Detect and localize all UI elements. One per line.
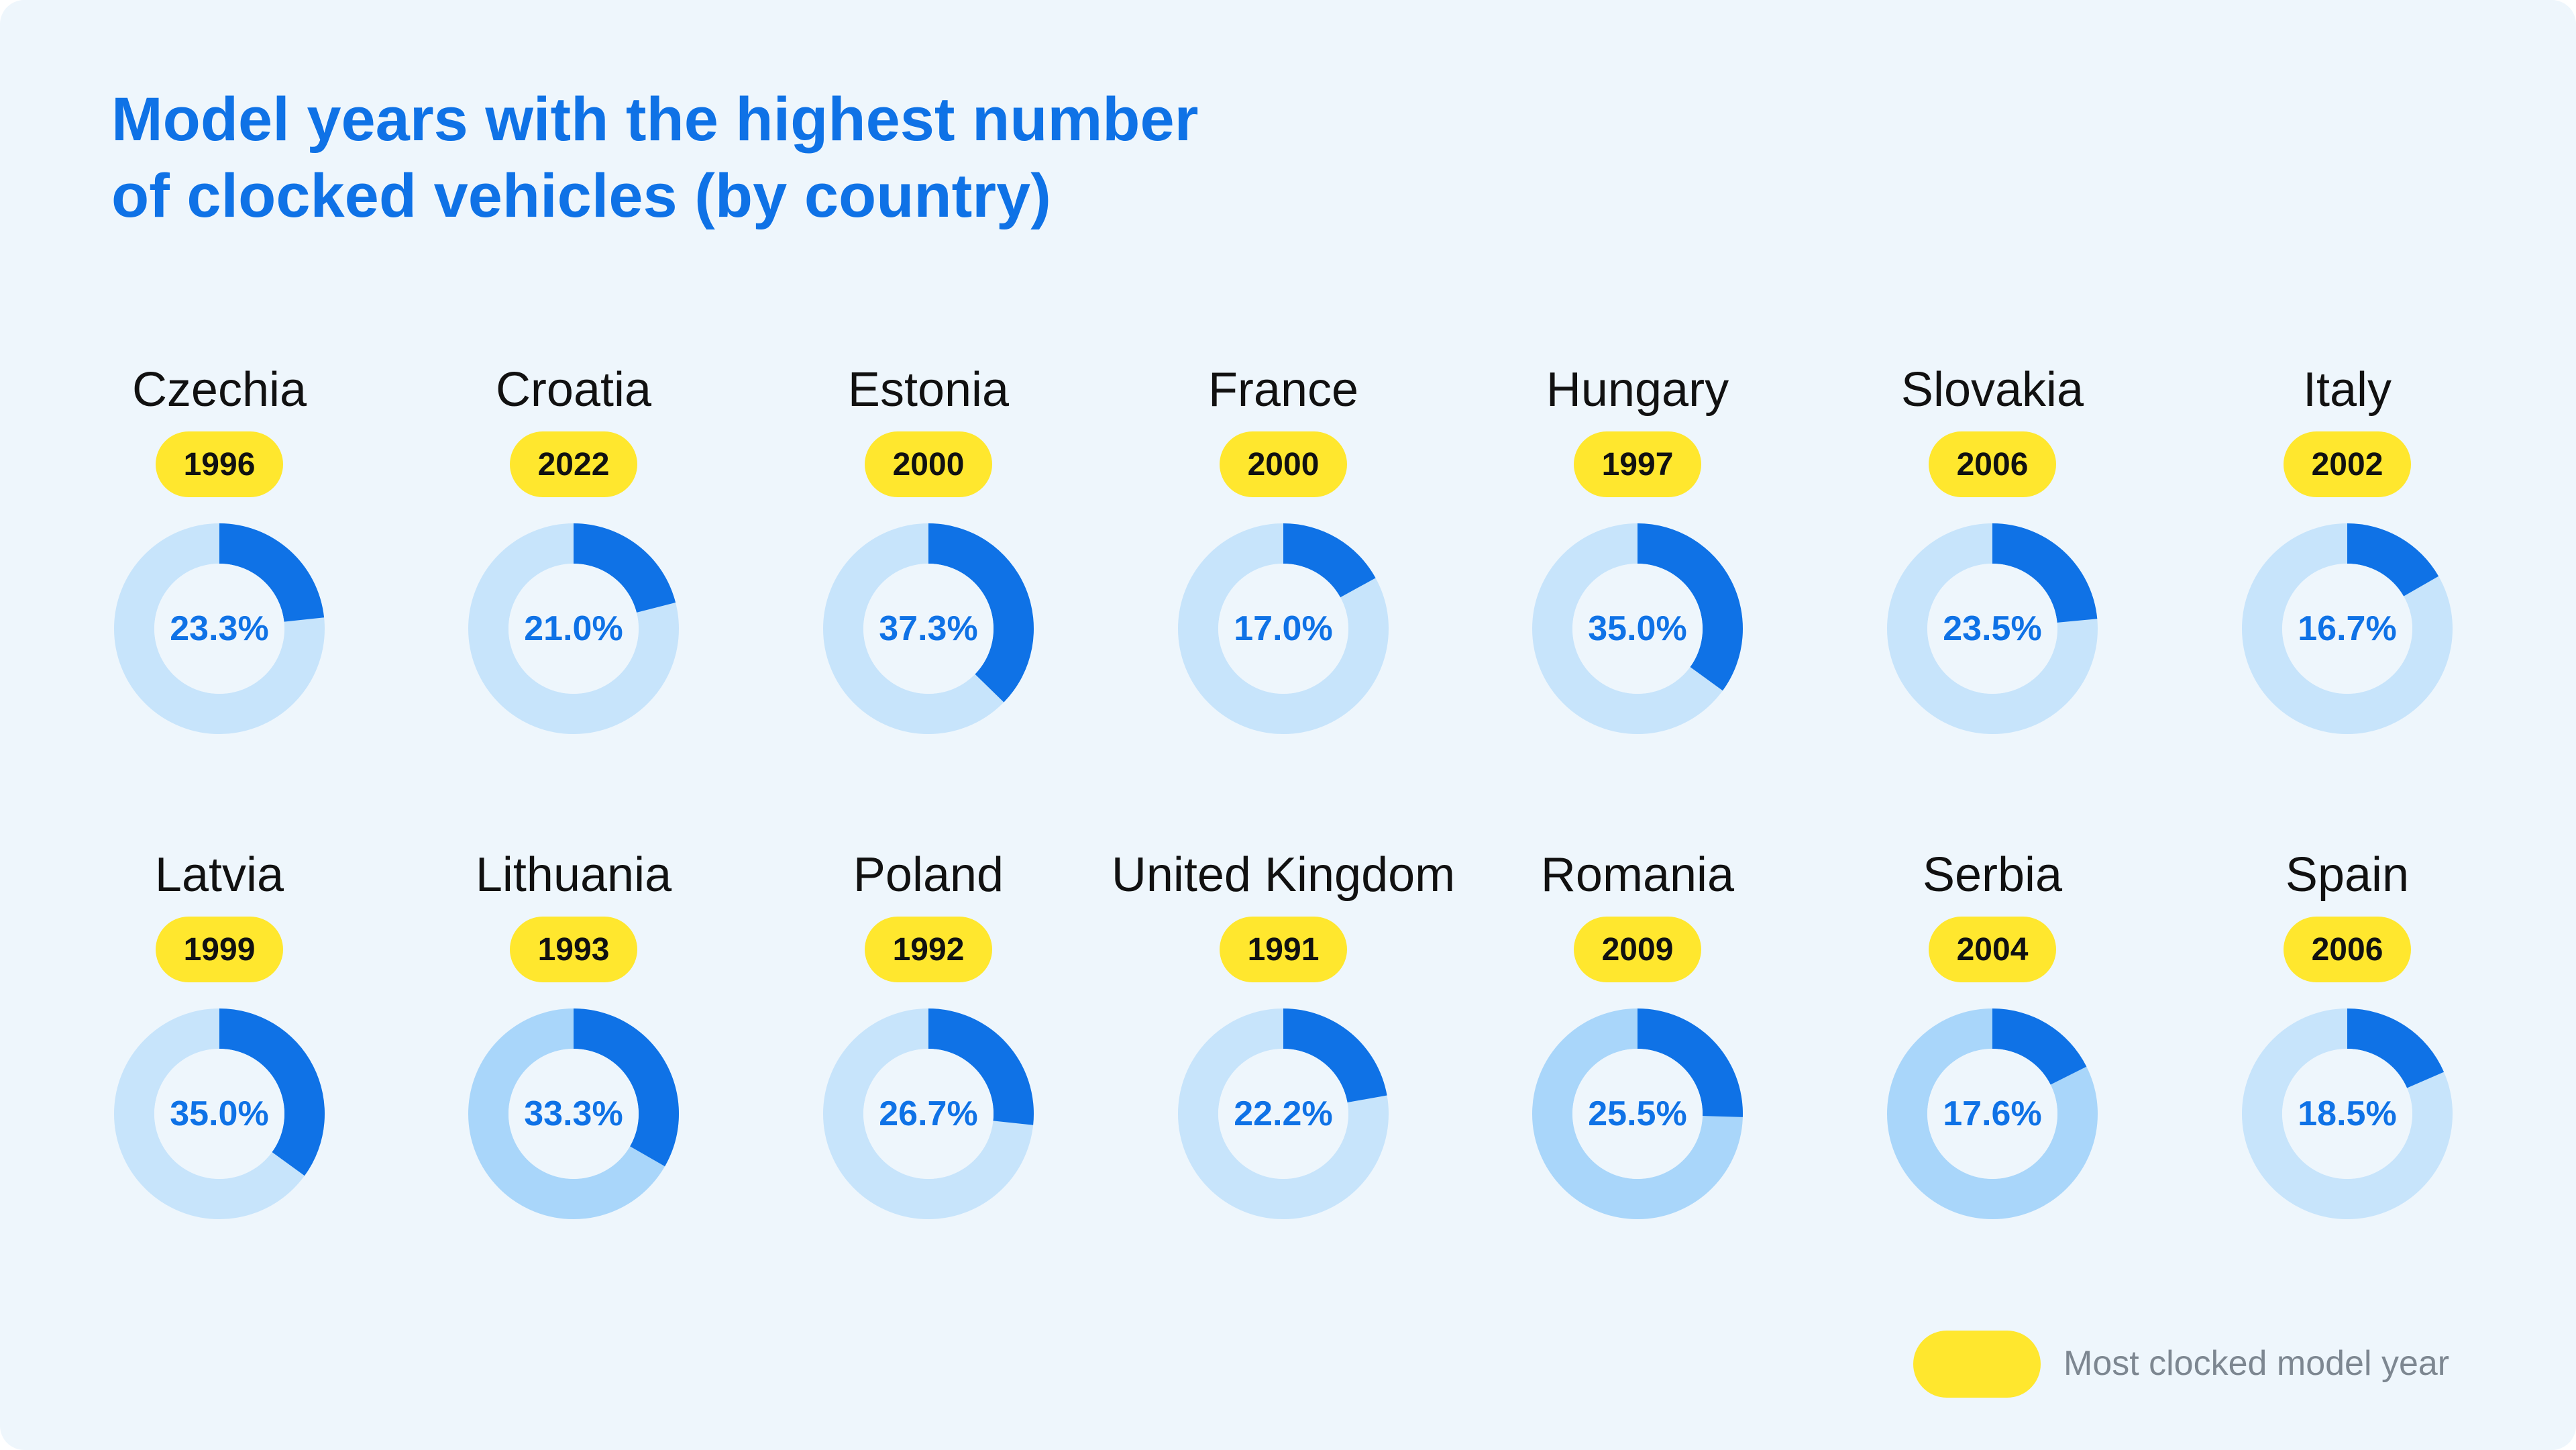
- donut-segment-france: [1283, 523, 1376, 598]
- year-badge-hungary: 1997: [1574, 431, 1701, 497]
- donut-lithuania: 33.3%: [468, 1008, 679, 1219]
- year-badge-czechia: 1996: [156, 431, 283, 497]
- country-label-france: France: [1208, 363, 1359, 417]
- donut-serbia: 17.6%: [1887, 1008, 2098, 1219]
- donut-value-label-czechia: 23.3%: [170, 609, 268, 648]
- donut-value-label-poland: 26.7%: [879, 1094, 977, 1133]
- donut-spain: 18.5%: [2242, 1008, 2453, 1219]
- donut-latvia: 35.0%: [114, 1008, 325, 1219]
- donut-value-label-croatia: 21.0%: [524, 609, 623, 648]
- country-label-romania: Romania: [1540, 848, 1735, 902]
- donut-poland: 26.7%: [823, 1008, 1034, 1219]
- donut-hole-poland: [863, 1049, 994, 1179]
- country-label-serbia: Serbia: [1922, 848, 2063, 902]
- year-badge-united-kingdom: 1991: [1220, 917, 1347, 982]
- country-label-lithuania: Lithuania: [475, 848, 672, 902]
- legend-swatch: [1913, 1331, 2041, 1398]
- year-badge-latvia: 1999: [156, 917, 283, 982]
- year-badge-poland: 1992: [865, 917, 992, 982]
- donut-value-label-latvia: 35.0%: [170, 1094, 268, 1133]
- country-label-hungary: Hungary: [1546, 363, 1729, 417]
- year-badge-serbia: 2004: [1929, 917, 2056, 982]
- donut-hole-romania: [1572, 1049, 1703, 1179]
- donut-value-label-slovakia: 23.5%: [1943, 609, 2041, 648]
- year-badge-croatia: 2022: [510, 431, 637, 497]
- donut-hole-latvia: [154, 1049, 284, 1179]
- donut-italy: 16.7%: [2242, 523, 2453, 734]
- country-label-estonia: Estonia: [847, 363, 1010, 417]
- donut-estonia: 37.3%: [823, 523, 1034, 734]
- donut-romania: 25.5%: [1532, 1008, 1743, 1219]
- donut-hole-spain: [2282, 1049, 2412, 1179]
- country-label-italy: Italy: [2302, 363, 2392, 417]
- donut-value-label-romania: 25.5%: [1588, 1094, 1686, 1133]
- chart-title-line-1: Model years with the highest number: [111, 85, 1199, 154]
- legend-label: Most clocked model year: [2063, 1344, 2450, 1383]
- donut-slovakia: 23.5%: [1887, 523, 2098, 734]
- country-label-czechia: Czechia: [131, 363, 307, 417]
- country-label-croatia: Croatia: [495, 363, 652, 417]
- donut-hole-slovakia: [1927, 564, 2057, 694]
- donut-segment-estonia: [928, 523, 1034, 703]
- donut-segment-italy: [2347, 523, 2439, 597]
- donut-hungary: 35.0%: [1532, 523, 1743, 734]
- donut-segment-united-kingdom: [1283, 1008, 1387, 1103]
- country-label-spain: Spain: [2285, 848, 2410, 902]
- donut-hole-france: [1218, 564, 1348, 694]
- donut-croatia: 21.0%: [468, 523, 679, 734]
- donut-segment-poland: [928, 1008, 1034, 1125]
- donut-segment-romania: [1638, 1008, 1743, 1117]
- year-badge-romania: 2009: [1574, 917, 1701, 982]
- country-label-poland: Poland: [853, 848, 1004, 902]
- donut-hole-czechia: [154, 564, 284, 694]
- donut-value-label-france: 17.0%: [1234, 609, 1332, 648]
- donut-segment-hungary: [1638, 523, 1743, 691]
- country-label-slovakia: Slovakia: [1900, 363, 2084, 417]
- year-badge-italy: 2002: [2284, 431, 2411, 497]
- country-label-latvia: Latvia: [154, 848, 284, 902]
- donut-czechia: 23.3%: [114, 523, 325, 734]
- year-badge-lithuania: 1993: [510, 917, 637, 982]
- donut-france: 17.0%: [1178, 523, 1389, 734]
- chart-title-line-2: of clocked vehicles (by country): [111, 162, 1051, 230]
- donut-hole-croatia: [508, 564, 639, 694]
- donut-united-kingdom: 22.2%: [1178, 1008, 1389, 1219]
- year-badge-estonia: 2000: [865, 431, 992, 497]
- donut-segment-latvia: [219, 1008, 325, 1176]
- donut-hole-estonia: [863, 564, 994, 694]
- year-badge-slovakia: 2006: [1929, 431, 2056, 497]
- donut-segment-serbia: [1992, 1008, 2087, 1085]
- year-badge-spain: 2006: [2284, 917, 2411, 982]
- donut-hole-united-kingdom: [1218, 1049, 1348, 1179]
- donut-segment-czechia: [219, 523, 325, 622]
- donut-value-label-estonia: 37.3%: [879, 609, 977, 648]
- donut-value-label-hungary: 35.0%: [1588, 609, 1686, 648]
- donut-segment-spain: [2347, 1008, 2445, 1088]
- donut-value-label-lithuania: 33.3%: [524, 1094, 623, 1133]
- donut-segment-lithuania: [574, 1008, 679, 1167]
- donut-value-label-italy: 16.7%: [2298, 609, 2396, 648]
- donut-segment-slovakia: [1992, 523, 2098, 623]
- donut-hole-hungary: [1572, 564, 1703, 694]
- country-label-united-kingdom: United Kingdom: [1111, 848, 1456, 902]
- donut-value-label-spain: 18.5%: [2298, 1094, 2396, 1133]
- donut-hole-italy: [2282, 564, 2412, 694]
- donut-value-label-serbia: 17.6%: [1943, 1094, 2041, 1133]
- donut-hole-lithuania: [508, 1049, 639, 1179]
- donut-hole-serbia: [1927, 1049, 2057, 1179]
- donut-value-label-united-kingdom: 22.2%: [1234, 1094, 1332, 1133]
- year-badge-france: 2000: [1220, 431, 1347, 497]
- donut-segment-croatia: [574, 523, 676, 613]
